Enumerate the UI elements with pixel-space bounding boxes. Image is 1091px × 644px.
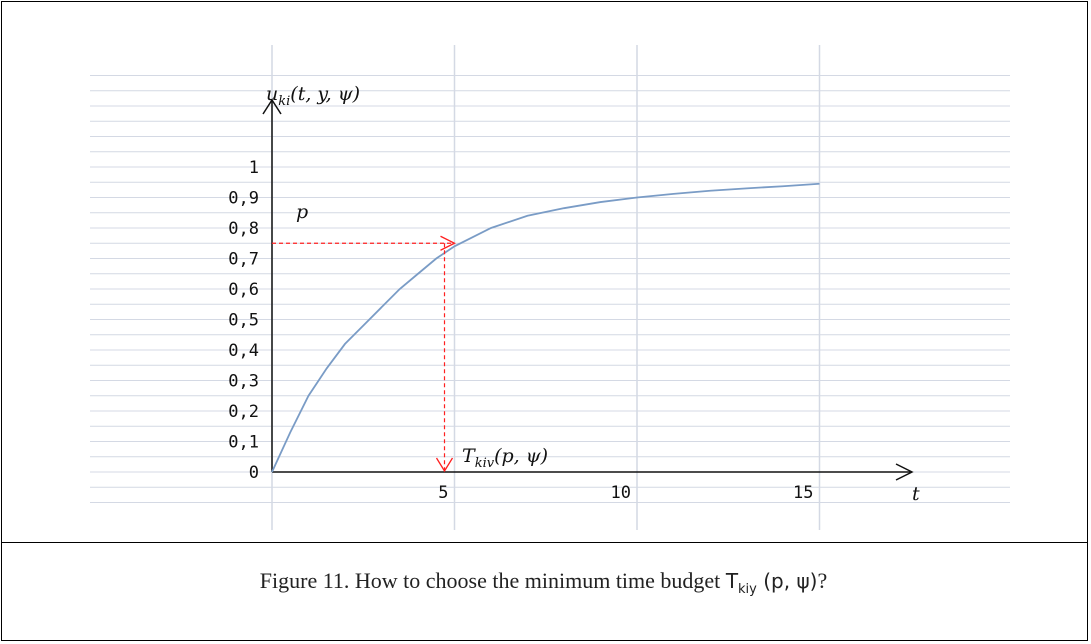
y-tick-label-8: 0,8: [228, 219, 259, 239]
y-tick-label-0: 0: [249, 463, 259, 483]
caption-symbol-sub: kiy: [738, 582, 757, 597]
y-axis-label: uki(t, y, ψ): [266, 83, 360, 109]
x-tick-label-1: 10: [611, 483, 631, 503]
figure-caption: Figure 11. How to choose the minimum tim…: [0, 568, 1087, 597]
y-tick-label-3: 0,3: [228, 372, 259, 392]
y-tick-label-10: 1: [249, 158, 259, 178]
caption-symbol-base: T: [725, 569, 739, 593]
x-tick-label-2: 15: [793, 483, 813, 503]
y-tick-label-9: 0,9: [228, 189, 259, 209]
caption-symbol-args: (p, ψ): [756, 569, 818, 593]
curve-line: [271, 182, 820, 473]
p-label: p: [296, 201, 308, 223]
y-tick-label-2: 0,2: [228, 402, 259, 422]
x-axis-arrow: [895, 463, 914, 481]
caption-suffix: ?: [817, 568, 828, 593]
caption-symbol: Tkiy (p, ψ): [725, 569, 818, 597]
y-tick-label-6: 0,6: [228, 280, 259, 300]
caption-prefix: Figure 11. How to choose the minimum tim…: [259, 568, 726, 593]
x-axis-label: t: [912, 483, 920, 505]
y-tick-label-1: 0,1: [228, 433, 259, 453]
p-guide-arrow: [440, 235, 456, 251]
y-tick-label-7: 0,7: [228, 250, 259, 270]
chart: 00,10,20,30,40,50,60,70,80,915 10 15uki(t,…: [90, 45, 1010, 530]
y-tick-label-5: 0,5: [228, 311, 259, 331]
caption-divider: [2, 542, 1087, 543]
t-guide-arrow: [435, 457, 454, 473]
t-label: Tkiv(p, ψ): [462, 445, 548, 471]
y-axis-arrow: [262, 98, 282, 115]
y-tick-label-4: 0,4: [228, 341, 259, 361]
x-tick-label-0: 5: [438, 483, 448, 503]
